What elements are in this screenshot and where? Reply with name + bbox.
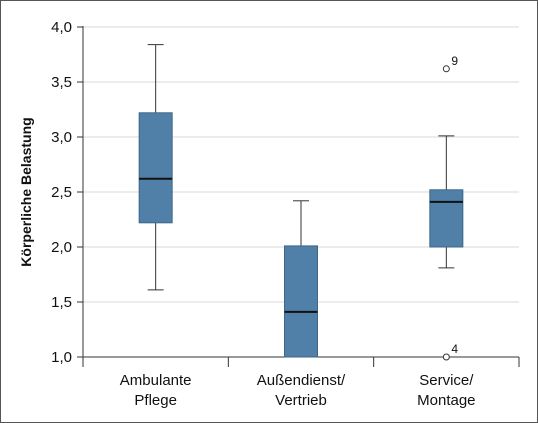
box-iqr [429, 189, 464, 248]
category-label: Ambulante [120, 372, 192, 389]
box-layer [138, 44, 464, 361]
y-tick-label: 2,5 [51, 184, 72, 201]
y-tick-label: 1,0 [51, 349, 72, 366]
outlier-label: 4 [451, 342, 458, 356]
box-iqr [284, 245, 318, 358]
box-group [284, 200, 318, 358]
label-layer: 1,0 1,5 2,0 2,5 3,0 3,5 4,0 Ambulante Pflege Auße… [51, 19, 475, 409]
outlier-point [442, 65, 450, 73]
category-label: Pflege [134, 392, 177, 409]
y-axis-title: Körperliche Belastung [18, 117, 34, 266]
box-group [138, 44, 173, 291]
y-tick-label: 4,0 [51, 19, 72, 36]
box-group [429, 65, 464, 361]
outlier-label: 9 [451, 54, 458, 68]
y-tick-label: 3,5 [51, 74, 72, 91]
category-label: Vertrieb [275, 392, 327, 409]
y-tick-label: 1,5 [51, 294, 72, 311]
category-label: Service/ [419, 372, 474, 389]
outlier-point [442, 353, 450, 361]
box-iqr [138, 112, 173, 224]
category-label: Montage [417, 392, 475, 409]
y-tick-label: 2,0 [51, 239, 72, 256]
y-tick-label: 3,0 [51, 129, 72, 146]
category-label: Außendienst/ [257, 372, 346, 389]
